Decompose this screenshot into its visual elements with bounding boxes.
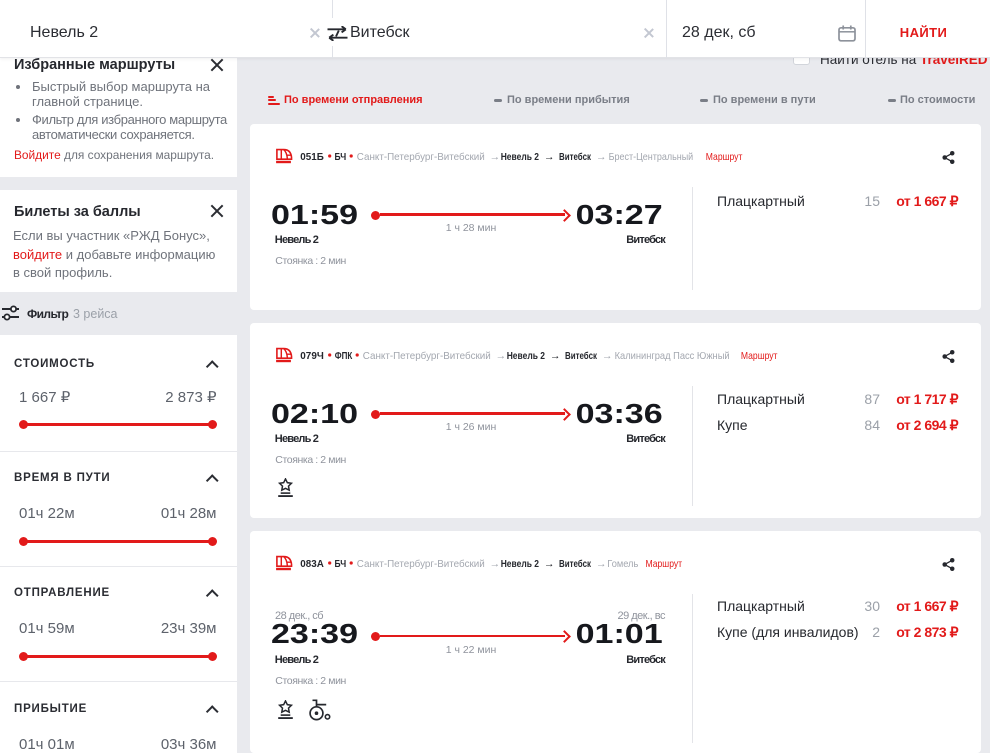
svg-text:Невель 2: Невель 2 xyxy=(501,558,539,570)
svg-text:БЧ: БЧ xyxy=(335,558,347,570)
svg-text:Витебск: Витебск xyxy=(565,349,598,361)
svg-text:Калининград Пасс Южный: Калининград Пасс Южный xyxy=(615,349,730,361)
svg-text:→: → xyxy=(596,558,607,570)
svg-text:Витебск: Витебск xyxy=(559,558,592,570)
svg-text:Маршрут: Маршрут xyxy=(646,558,683,570)
svg-text:→: → xyxy=(544,558,555,570)
svg-text:→: → xyxy=(550,349,561,361)
svg-text:083А: 083А xyxy=(300,558,324,570)
svg-text:ФПК: ФПК xyxy=(335,349,353,361)
svg-text:→: → xyxy=(496,349,507,361)
svg-text:Санкт-Петербург-Витебский: Санкт-Петербург-Витебский xyxy=(357,151,485,163)
svg-text:Витебск: Витебск xyxy=(559,151,592,163)
svg-text:Гомель: Гомель xyxy=(607,558,638,570)
svg-text:051Б: 051Б xyxy=(300,151,324,163)
svg-text:Маршрут: Маршрут xyxy=(706,151,743,163)
svg-text:→: → xyxy=(490,151,501,163)
svg-text:→: → xyxy=(544,151,555,163)
svg-text:→: → xyxy=(596,151,607,163)
svg-text:→: → xyxy=(602,349,613,361)
svg-text:Маршрут: Маршрут xyxy=(741,349,778,361)
svg-text:079Ч: 079Ч xyxy=(300,349,324,361)
svg-text:Санкт-Петербург-Витебский: Санкт-Петербург-Витебский xyxy=(363,349,491,361)
svg-text:Брест-Центральный: Брест-Центральный xyxy=(609,151,694,163)
svg-text:Невель 2: Невель 2 xyxy=(501,151,539,163)
svg-text:Санкт-Петербург-Витебский: Санкт-Петербург-Витебский xyxy=(357,558,485,570)
svg-text:Невель 2: Невель 2 xyxy=(507,349,545,361)
svg-text:БЧ: БЧ xyxy=(335,151,347,163)
svg-text:→: → xyxy=(490,558,501,570)
